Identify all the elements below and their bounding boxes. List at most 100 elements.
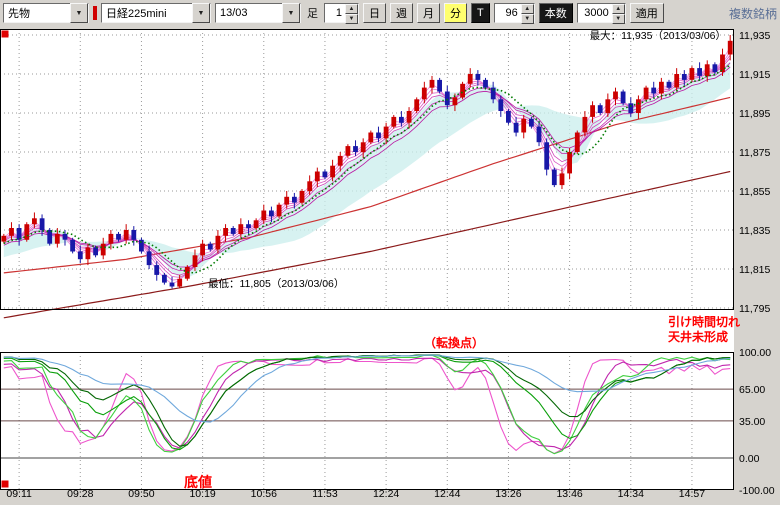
candle-body xyxy=(513,122,519,133)
price-axis-label: 11,915 xyxy=(739,69,770,81)
time-axis-label: 12:24 xyxy=(373,488,399,500)
candle-body xyxy=(467,74,473,84)
candle-body xyxy=(47,230,53,244)
chart-area[interactable]: 11,935 11,915 11,895 11,875 11,855 11,835 11,8… xyxy=(0,26,780,500)
apply-button[interactable]: 適用 xyxy=(629,3,664,23)
red-marker-icon xyxy=(1,30,9,38)
price-axis-label: 11,795 xyxy=(739,303,770,315)
candle-body xyxy=(353,146,358,152)
time-axis-label: 10:19 xyxy=(189,488,215,500)
red-marker-icon xyxy=(1,480,9,488)
candle-body xyxy=(376,132,381,139)
candle-body xyxy=(406,111,412,123)
price-axis-label: 11,815 xyxy=(739,264,770,276)
week-button[interactable]: 週 xyxy=(390,3,413,23)
candle-body xyxy=(529,118,534,127)
status-indicator xyxy=(93,6,97,20)
instrument-type-select[interactable]: 先物 ▼ xyxy=(3,3,89,23)
min-annotation: 最低：11,805（2013/03/06） xyxy=(208,277,344,290)
candle-body xyxy=(177,278,183,287)
candle-body xyxy=(452,97,458,106)
oscillator-line xyxy=(3,357,731,451)
candle-body xyxy=(139,239,144,252)
chevron-down-icon[interactable]: ▼ xyxy=(70,3,88,23)
candle-body xyxy=(483,79,488,88)
interval-stepper[interactable]: 1 ▲ ▼ xyxy=(324,3,359,24)
candle-body xyxy=(681,74,687,80)
candle-body xyxy=(192,255,198,267)
candle-body xyxy=(307,181,313,192)
time-axis-label: 09:28 xyxy=(67,488,93,500)
candle-body xyxy=(299,191,305,203)
candle-body xyxy=(77,251,83,260)
max-annotation: 最大：11,935（2013/03/06） xyxy=(590,29,726,42)
month-button[interactable]: 月 xyxy=(417,3,440,23)
candle-body xyxy=(223,228,228,236)
osc-axis-label: 65.00 xyxy=(739,384,765,396)
price-axis-label: 11,835 xyxy=(739,225,770,237)
price-oscillator-chart[interactable]: 11,935 11,915 11,895 11,875 11,855 11,835 11,8… xyxy=(0,26,780,500)
candle-body xyxy=(314,171,320,182)
candle-body xyxy=(437,79,442,92)
chevron-down-icon[interactable]: ▼ xyxy=(192,3,210,23)
range-stepper[interactable]: 3000 ▲ ▼ xyxy=(576,3,626,24)
candle-body xyxy=(544,142,550,170)
bars-count-stepper[interactable]: 96 ▲ ▼ xyxy=(493,3,535,24)
candle-body xyxy=(597,105,603,113)
instrument-select[interactable]: 日経225mini ▼ xyxy=(101,3,211,23)
candle-body xyxy=(9,228,14,236)
candle-body xyxy=(261,210,267,221)
day-button[interactable]: 日 xyxy=(363,3,386,23)
candle-body xyxy=(628,103,634,114)
candle-body xyxy=(116,233,121,240)
spinner-icon[interactable]: ▲ ▼ xyxy=(345,4,358,24)
bar-type-label: 足 xyxy=(307,8,318,20)
tick-button[interactable]: T xyxy=(471,3,490,23)
candle-body xyxy=(414,99,420,111)
candle-body xyxy=(636,99,641,113)
candle-body xyxy=(85,247,91,260)
osc-axis-label: 35.00 xyxy=(739,416,765,428)
candle-body xyxy=(399,116,404,123)
candle-body xyxy=(70,239,75,252)
spinner-icon[interactable]: ▲ ▼ xyxy=(611,4,625,24)
candle-body xyxy=(100,243,106,256)
candle-body xyxy=(689,68,695,80)
candle-body xyxy=(674,74,680,88)
main-panel-border xyxy=(0,29,734,310)
candle-body xyxy=(421,87,427,100)
candle-body xyxy=(712,64,718,73)
candle-body xyxy=(582,116,588,133)
candle-body xyxy=(360,142,366,153)
multi-symbol-label[interactable]: 複数銘柄 xyxy=(728,6,777,21)
candle-body xyxy=(345,146,351,156)
candle-body xyxy=(253,220,259,229)
contract-month-select[interactable]: 13/03 ▼ xyxy=(215,3,301,23)
time-axis-label: 14:34 xyxy=(618,488,644,500)
candle-body xyxy=(506,111,511,123)
time-axis-label: 13:46 xyxy=(556,488,582,500)
bars-button[interactable]: 本数 xyxy=(538,3,573,23)
osc-axis-label: 100.00 xyxy=(739,347,771,359)
candle-body xyxy=(215,235,221,250)
chevron-down-icon[interactable]: ▼ xyxy=(282,3,300,23)
turning-point-annotation: （転換点） xyxy=(424,335,484,350)
candle-body xyxy=(559,173,565,186)
candle-body xyxy=(498,99,504,111)
candle-body xyxy=(200,243,205,256)
candle-body xyxy=(162,274,167,283)
candle-body xyxy=(39,218,45,230)
oscillator-line xyxy=(3,354,731,423)
minute-button[interactable]: 分 xyxy=(444,3,467,23)
ma-slow-line xyxy=(3,170,731,319)
candle-body xyxy=(666,81,672,88)
price-axis-label: 11,855 xyxy=(739,186,770,198)
candle-body xyxy=(620,91,626,104)
candle-body xyxy=(184,267,190,279)
price-axis-label: 11,935 xyxy=(739,30,770,42)
candle-body xyxy=(123,230,129,240)
candle-body xyxy=(521,118,527,133)
candle-body xyxy=(322,171,328,178)
candle-body xyxy=(131,230,137,240)
spinner-icon[interactable]: ▲ ▼ xyxy=(520,4,534,24)
